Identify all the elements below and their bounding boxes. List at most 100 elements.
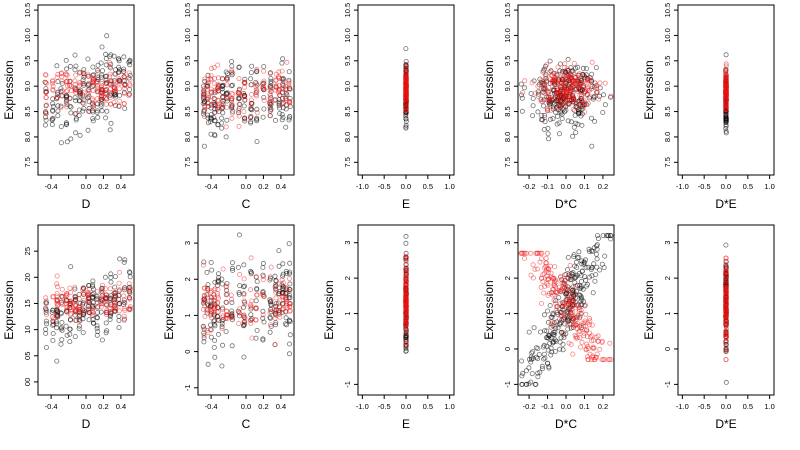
- data-point: [403, 62, 409, 68]
- data-point: [593, 83, 599, 89]
- data-point: [571, 316, 577, 322]
- data-point: [723, 341, 729, 347]
- data-point: [68, 88, 74, 94]
- data-point: [280, 78, 286, 84]
- data-point: [553, 304, 559, 310]
- points-layer: [200, 232, 293, 369]
- data-point: [403, 286, 409, 292]
- data-point: [121, 313, 127, 319]
- data-point: [224, 117, 230, 123]
- data-point: [279, 60, 285, 66]
- data-point: [49, 122, 55, 128]
- data-point: [571, 322, 577, 328]
- data-point: [538, 300, 544, 306]
- data-point: [532, 266, 538, 272]
- data-point: [80, 77, 86, 83]
- data-point: [267, 96, 273, 102]
- data-point: [528, 354, 534, 360]
- data-point: [549, 73, 555, 79]
- data-point: [267, 106, 273, 112]
- data-point: [563, 107, 569, 113]
- data-point: [254, 68, 260, 74]
- data-point: [68, 136, 74, 142]
- y-tick-label: -1: [503, 381, 512, 388]
- data-point: [555, 79, 561, 85]
- data-point: [542, 355, 548, 361]
- data-point: [574, 99, 580, 105]
- data-point: [68, 63, 74, 69]
- data-point: [723, 301, 729, 307]
- data-point: [520, 90, 526, 96]
- data-point: [86, 93, 92, 99]
- data-point: [575, 321, 581, 327]
- data-point: [279, 277, 285, 283]
- data-point: [241, 276, 247, 282]
- data-point: [589, 59, 595, 65]
- data-point: [546, 364, 552, 370]
- data-point: [268, 76, 274, 82]
- data-point: [91, 80, 97, 86]
- data-point: [67, 95, 73, 101]
- data-point: [86, 282, 92, 288]
- data-point: [283, 90, 289, 96]
- data-point: [535, 345, 541, 351]
- data-point: [208, 334, 214, 340]
- data-point: [208, 66, 214, 72]
- data-point: [594, 351, 600, 357]
- data-point: [103, 292, 109, 298]
- data-point: [99, 80, 105, 86]
- data-point: [95, 69, 101, 75]
- data-point: [575, 64, 581, 70]
- data-point: [219, 363, 225, 369]
- data-point: [572, 291, 578, 297]
- data-point: [236, 123, 242, 129]
- data-point: [526, 329, 532, 335]
- data-point: [89, 96, 95, 102]
- data-point: [557, 79, 563, 85]
- data-point: [44, 111, 50, 117]
- data-point: [260, 274, 266, 280]
- data-point: [127, 81, 133, 87]
- data-point: [98, 301, 104, 307]
- data-point: [547, 58, 553, 64]
- data-point: [553, 109, 559, 115]
- data-point: [563, 285, 569, 291]
- series-points: [43, 256, 133, 364]
- data-point: [723, 307, 729, 313]
- data-point: [602, 80, 608, 86]
- x-tick-label: -1.0: [356, 402, 369, 411]
- y-axis-label: Expression: [2, 280, 16, 339]
- data-point: [554, 83, 560, 89]
- data-point: [230, 70, 236, 76]
- data-point: [536, 352, 542, 358]
- data-point: [115, 293, 121, 299]
- data-point: [116, 325, 122, 331]
- data-point: [42, 72, 48, 78]
- data-point: [229, 115, 235, 121]
- data-point: [545, 292, 551, 298]
- data-point: [544, 328, 550, 334]
- data-point: [117, 86, 123, 92]
- x-tick-label: 0.0: [241, 402, 251, 411]
- data-point: [59, 293, 65, 299]
- data-point: [205, 87, 211, 93]
- y-tick-label: 0: [343, 347, 352, 351]
- data-point: [563, 303, 569, 309]
- data-point: [253, 274, 259, 280]
- data-point: [283, 284, 289, 290]
- data-point: [201, 332, 207, 338]
- data-point: [403, 309, 409, 315]
- data-point: [600, 110, 606, 116]
- data-point: [557, 346, 563, 352]
- x-axis-label: D*E: [715, 197, 736, 211]
- data-point: [215, 277, 221, 283]
- data-point: [67, 82, 73, 88]
- data-point: [553, 338, 559, 344]
- data-point: [560, 316, 566, 322]
- data-point: [261, 64, 267, 70]
- data-point: [64, 78, 70, 84]
- data-point: [43, 72, 49, 78]
- data-point: [580, 286, 586, 292]
- x-tick-label: -1.0: [356, 182, 369, 191]
- data-point: [127, 87, 133, 93]
